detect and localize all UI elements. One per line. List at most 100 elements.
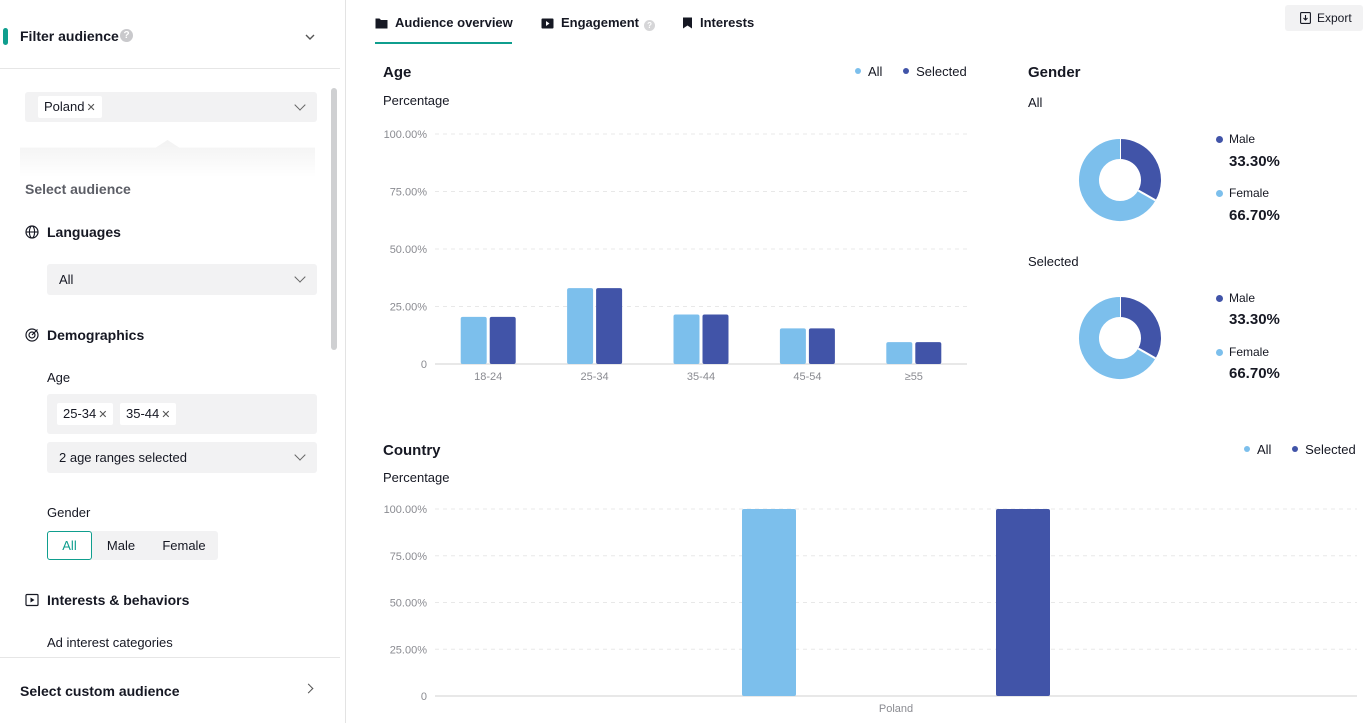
country-select[interactable]: Poland ✕ — [25, 92, 317, 122]
tab-label: Audience overview — [395, 15, 513, 30]
slice-separator — [1137, 347, 1157, 360]
y-tick-label: 100.00% — [384, 129, 428, 141]
female-legend: Female — [1216, 345, 1269, 359]
male-label: Male — [1229, 132, 1256, 146]
slice-female — [1079, 297, 1156, 379]
dropdown-shadow — [20, 140, 315, 178]
chevron-right-icon — [303, 683, 314, 694]
chevron-down-icon — [294, 271, 306, 283]
age-range-value: 2 age ranges selected — [59, 450, 187, 465]
age-tags-field[interactable]: 25-34 ✕ 35-44 ✕ — [47, 394, 317, 434]
export-button[interactable]: Export — [1285, 5, 1363, 31]
legend-all-label: All — [868, 64, 883, 79]
bar-all — [673, 314, 700, 364]
export-icon — [1300, 12, 1311, 24]
gender-option-all[interactable]: All — [47, 531, 92, 560]
male-value: 33.30% — [1229, 311, 1280, 328]
country-legend: All Selected — [1244, 442, 1356, 457]
scrollbar[interactable] — [331, 88, 337, 350]
bar-all — [567, 288, 594, 364]
bar-all — [460, 316, 487, 364]
legend-all-label: All — [1257, 442, 1272, 457]
accent-bar — [3, 28, 8, 45]
x-tick-label: 18-24 — [474, 371, 502, 383]
bar-selected — [702, 314, 729, 364]
female-value: 66.70% — [1229, 365, 1280, 382]
languages-select[interactable]: All — [47, 264, 317, 295]
y-tick-label: 50.00% — [390, 244, 428, 256]
age-label: Age — [47, 370, 71, 385]
gender-selected-label: Selected — [1028, 254, 1079, 269]
female-label: Female — [1229, 186, 1270, 200]
question-circle-icon[interactable]: ? — [644, 20, 656, 31]
folder-icon — [375, 18, 388, 29]
y-tick-label: 25.00% — [390, 302, 428, 314]
legend-all-swatch — [1244, 446, 1250, 452]
age-y-label: Percentage — [383, 93, 450, 108]
legend-selected-swatch — [903, 68, 910, 74]
age-range-select[interactable]: 2 age ranges selected — [47, 442, 317, 473]
tab-label: Interests — [700, 15, 755, 30]
x-tick-label: 25-34 — [581, 371, 609, 383]
tab-audience-overview[interactable]: Audience overview — [375, 15, 513, 30]
bar-selected — [489, 316, 516, 364]
select-custom-audience[interactable]: Select custom audience — [0, 657, 340, 723]
video-icon — [541, 18, 554, 29]
chevron-down-icon — [294, 449, 306, 461]
bar-all — [742, 509, 796, 696]
languages-title: Languages — [47, 224, 121, 240]
demographics-title: Demographics — [47, 327, 145, 343]
female-label: Female — [1229, 345, 1270, 359]
bar-all — [886, 342, 913, 364]
filter-panel: Filter audience ? Poland ✕ Select audienc… — [0, 0, 346, 723]
y-tick-label: 75.00% — [390, 187, 428, 199]
age-chart-title: Age — [383, 64, 412, 81]
gender-option-male[interactable]: Male — [106, 538, 136, 553]
x-tick-label: 45-54 — [793, 371, 821, 383]
country-tag: Poland ✕ — [38, 96, 102, 118]
chevron-down-icon[interactable] — [305, 29, 315, 43]
country-bar-chart: 0 25.00% 50.00% 75.00% 100.00% Poland — [384, 504, 1357, 715]
play-square-icon — [25, 593, 39, 607]
export-label: Export — [1317, 11, 1352, 25]
gender-option-female[interactable]: Female — [162, 538, 206, 553]
y-tick-label: 75.00% — [390, 551, 428, 563]
remove-tag-icon[interactable]: ✕ — [161, 409, 171, 421]
gender-selected-donut — [1079, 297, 1161, 379]
gender-chart-title: Gender — [1028, 64, 1081, 81]
target-icon — [25, 328, 39, 342]
question-circle-icon[interactable]: ? — [120, 29, 133, 42]
x-tick-label: ≥55 — [905, 371, 923, 383]
tab-interests[interactable]: Interests — [682, 15, 754, 30]
age-bar-chart: 0 25.00% 50.00% 75.00% 100.00% 18-24 25-34 35-4… — [384, 129, 967, 383]
y-tick-label: 50.00% — [390, 598, 428, 610]
age-tag-label: 25-34 — [63, 406, 97, 421]
bar-selected — [808, 328, 835, 364]
filter-audience-header[interactable]: Filter audience ? — [0, 0, 340, 69]
filter-audience-title: Filter audience — [20, 28, 119, 44]
slice-male — [1119, 297, 1161, 359]
bar-selected — [915, 342, 942, 364]
slice-male — [1119, 139, 1161, 201]
legend-selected-swatch — [1292, 446, 1299, 452]
male-swatch — [1216, 136, 1223, 143]
tab-engagement[interactable]: Engagement? — [541, 15, 656, 31]
country-chart-title: Country — [383, 442, 441, 459]
chevron-down-icon — [294, 99, 306, 111]
country-y-label: Percentage — [383, 470, 450, 485]
y-tick-label: 25.00% — [390, 644, 428, 656]
languages-value: All — [59, 272, 74, 287]
slice-separator — [1137, 189, 1157, 202]
y-tick-label: 100.00% — [384, 504, 428, 516]
remove-tag-icon[interactable]: ✕ — [98, 409, 108, 421]
female-legend: Female — [1216, 186, 1269, 200]
male-label: Male — [1229, 291, 1256, 305]
age-tag: 35-44 ✕ — [120, 403, 177, 425]
male-swatch — [1216, 295, 1223, 302]
x-tick-label: 35-44 — [687, 371, 715, 383]
gender-all-donut — [1079, 139, 1161, 221]
remove-tag-icon[interactable]: ✕ — [86, 102, 96, 114]
female-swatch — [1216, 349, 1223, 356]
bar-all — [779, 328, 806, 364]
gender-all-label: All — [1028, 95, 1043, 110]
